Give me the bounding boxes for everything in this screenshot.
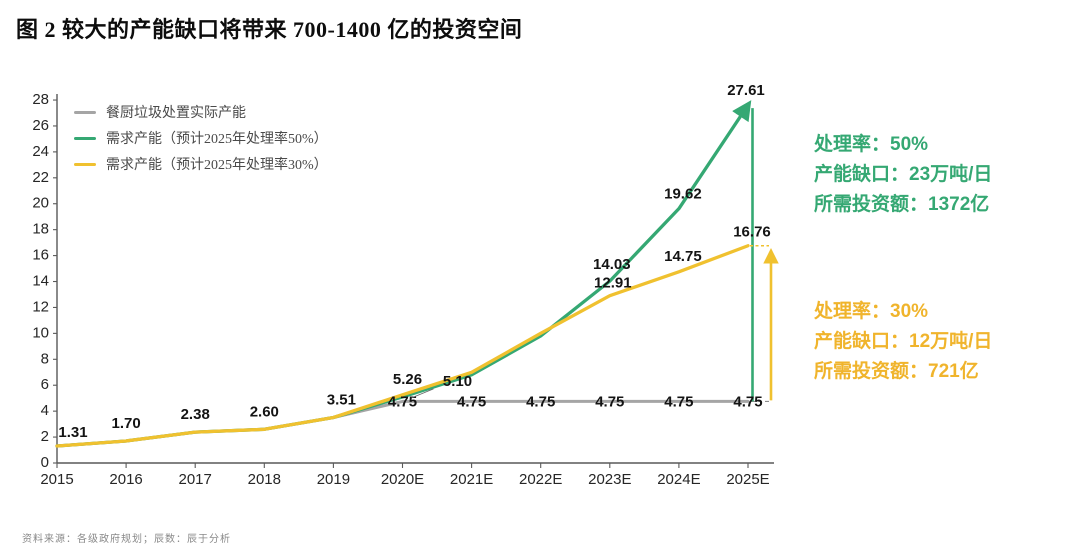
- legend-label-demand-30: 需求产能（预计2025年处理率30%）: [106, 158, 328, 173]
- y-tick-label: 20: [32, 195, 49, 212]
- x-tick-label: 2015: [40, 471, 73, 488]
- annotation-50: 处理率：50% 产能缺口：23万吨/日 所需投资额：1372亿: [814, 130, 1074, 220]
- data-label: 5.26: [393, 371, 422, 388]
- annotation-50-gap: 产能缺口：23万吨/日: [814, 164, 993, 185]
- legend-marker-yellow: [74, 162, 96, 166]
- annotation-50-investment: 所需投资额：1372亿: [814, 194, 990, 215]
- data-label: 14.75: [664, 248, 702, 265]
- x-tick-label: 2017: [179, 471, 212, 488]
- annotation-30-rate: 处理率：30%: [814, 301, 929, 322]
- label-leader-line: [411, 388, 434, 399]
- x-tick-label: 2018: [248, 471, 281, 488]
- data-label: 14.03: [593, 256, 631, 273]
- data-label: 4.75: [733, 393, 762, 410]
- data-label: 2.60: [250, 403, 279, 420]
- data-label: 1.31: [58, 424, 87, 441]
- data-label: 4.75: [595, 393, 624, 410]
- y-tick-label: 16: [32, 247, 49, 264]
- y-tick-label: 18: [32, 221, 49, 238]
- data-label: 4.75: [388, 393, 417, 410]
- data-label: 16.76: [733, 224, 771, 241]
- y-tick-label: 14: [32, 272, 49, 289]
- annotation-30: 处理率：30% 产能缺口：12万吨/日 所需投资额：721亿: [814, 297, 1074, 387]
- annotation-30-investment: 所需投资额：721亿: [814, 361, 979, 382]
- data-label: 4.75: [664, 393, 693, 410]
- series-line-yellow: [55, 244, 750, 448]
- legend-item-demand-50: 需求产能（预计2025年处理率50%）: [74, 128, 328, 148]
- chart-legend: 餐厨垃圾处置实际产能 需求产能（预计2025年处理率50%） 需求产能（预计20…: [74, 102, 328, 174]
- y-tick-label: 4: [41, 402, 49, 419]
- y-tick-label: 28: [32, 91, 49, 108]
- x-tick-label: 2016: [109, 471, 142, 488]
- data-label: 1.70: [111, 415, 140, 432]
- page-title: 图 2 较大的产能缺口将带来 700-1400 亿的投资空间: [16, 17, 523, 42]
- x-tick-label: 2020E: [381, 471, 424, 488]
- legend-marker-green: [74, 136, 96, 140]
- y-tick-label: 22: [32, 169, 49, 186]
- data-label: 19.62: [664, 186, 702, 203]
- data-label: 12.91: [594, 275, 632, 292]
- data-label: 2.38: [181, 406, 210, 423]
- y-tick-label: 26: [32, 117, 49, 134]
- y-tick-label: 10: [32, 324, 49, 341]
- x-tick-label: 2021E: [450, 471, 493, 488]
- data-label: 4.75: [526, 393, 555, 410]
- annotation-50-rate: 处理率：50%: [814, 134, 929, 155]
- legend-marker-gray: [74, 110, 96, 114]
- data-label: 27.61: [727, 82, 765, 99]
- x-tick-label: 2025E: [726, 471, 769, 488]
- source-footer: 资料来源：各级政府规划；辰数：辰于分析: [22, 534, 231, 545]
- y-tick-label: 24: [32, 143, 49, 160]
- x-tick-label: 2022E: [519, 471, 562, 488]
- legend-label-actual: 餐厨垃圾处置实际产能: [106, 106, 246, 121]
- data-label: 5.10: [443, 373, 472, 390]
- y-tick-label: 6: [41, 376, 49, 393]
- legend-item-actual: 餐厨垃圾处置实际产能: [74, 102, 328, 122]
- data-label: 4.75: [457, 393, 486, 410]
- y-tick-label: 2: [41, 428, 49, 445]
- legend-item-demand-30: 需求产能（预计2025年处理率30%）: [74, 154, 328, 174]
- x-tick-label: 2019: [317, 471, 350, 488]
- annotation-30-gap: 产能缺口：12万吨/日: [814, 331, 993, 352]
- y-tick-label: 12: [32, 298, 49, 315]
- y-tick-label: 8: [41, 350, 49, 367]
- y-tick-label: 0: [41, 454, 49, 471]
- x-tick-label: 2023E: [588, 471, 631, 488]
- data-label: 3.51: [327, 391, 356, 408]
- x-tick-label: 2024E: [657, 471, 700, 488]
- legend-label-demand-50: 需求产能（预计2025年处理率50%）: [106, 132, 328, 147]
